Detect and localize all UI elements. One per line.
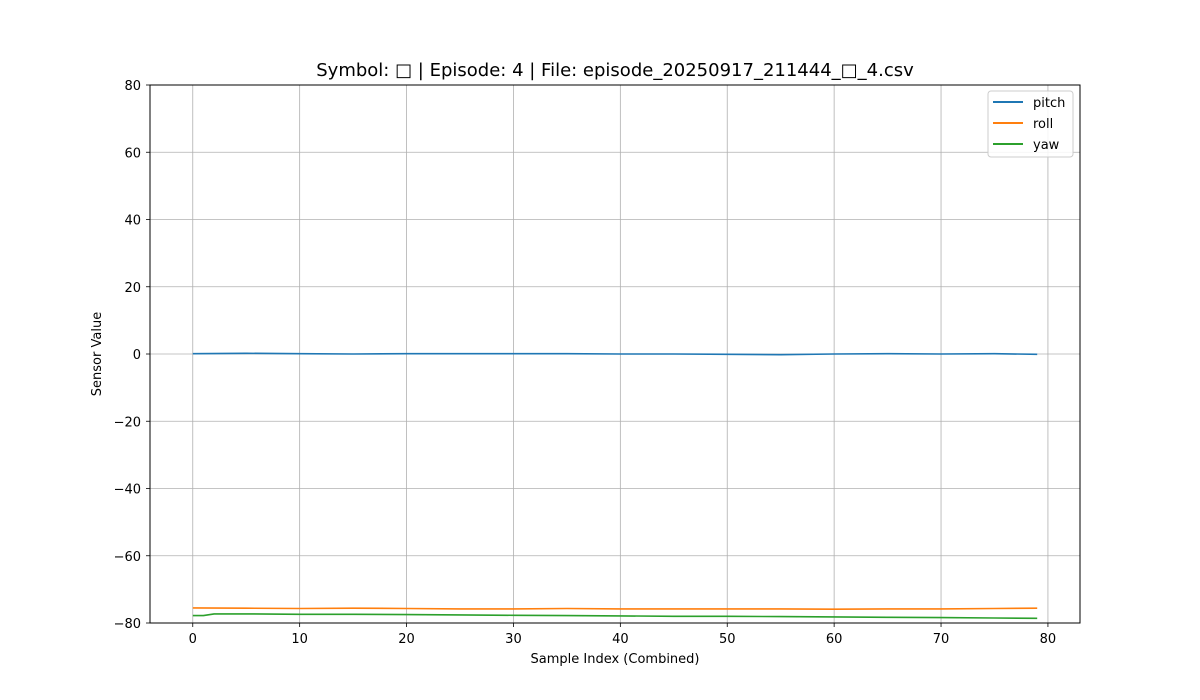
legend-box bbox=[987, 90, 1074, 158]
series-line-roll bbox=[192, 607, 1038, 611]
chart-title: Symbol: □ | Episode: 4 | File: episode_2… bbox=[316, 60, 914, 81]
x-tick-label: 60 bbox=[826, 632, 843, 647]
x-tick-label: 20 bbox=[398, 632, 415, 647]
x-tick-label: 50 bbox=[719, 632, 736, 647]
y-tick-label: 60 bbox=[124, 146, 141, 161]
y-tick-label: −80 bbox=[114, 617, 141, 632]
y-axis-ticks: −80 −60 −40 −20 0 20 40 60 80 bbox=[114, 79, 150, 632]
series-layer bbox=[192, 352, 1038, 620]
legend-label-yaw: yaw bbox=[1033, 138, 1060, 153]
x-axis-label: Sample Index (Combined) bbox=[531, 652, 700, 667]
x-axis-ticks: 0 10 20 30 40 50 60 70 80 bbox=[189, 623, 1057, 647]
x-tick-label: 30 bbox=[505, 632, 522, 647]
x-tick-label: 70 bbox=[933, 632, 950, 647]
y-axis-label: Sensor Value bbox=[90, 312, 105, 396]
y-tick-label: 0 bbox=[133, 348, 141, 363]
legend-label-pitch: pitch bbox=[1033, 96, 1065, 111]
x-tick-label: 80 bbox=[1040, 632, 1057, 647]
x-tick-label: 40 bbox=[612, 632, 629, 647]
x-tick-label: 0 bbox=[189, 632, 197, 647]
series-line-pitch bbox=[192, 352, 1038, 356]
legend-label-roll: roll bbox=[1033, 117, 1053, 132]
x-tick-label: 10 bbox=[291, 632, 308, 647]
y-tick-label: −20 bbox=[114, 415, 141, 430]
y-tick-label: 80 bbox=[124, 79, 141, 94]
y-tick-label: 20 bbox=[124, 281, 141, 296]
y-tick-label: −60 bbox=[114, 550, 141, 565]
y-tick-label: 40 bbox=[124, 214, 141, 229]
legend: pitch roll yaw bbox=[987, 90, 1074, 158]
series-line-yaw bbox=[192, 613, 1038, 620]
y-tick-label: −40 bbox=[114, 483, 141, 498]
